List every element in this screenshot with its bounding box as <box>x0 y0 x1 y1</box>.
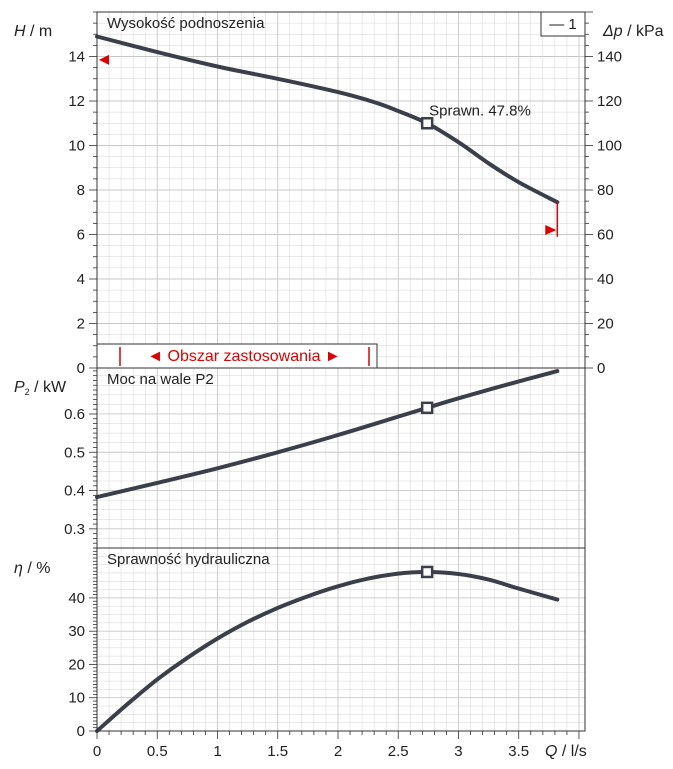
y-tick-label: 12 <box>68 93 85 110</box>
y2-axis-var: Δp <box>602 23 623 40</box>
panel-2-y-ticks: 0.3 0.4 0.5 0.6 P2 / kW <box>14 370 97 549</box>
y2-tick-label: 120 <box>597 93 622 110</box>
application-range-label: ◄ Obszar zastosowania ► <box>147 348 341 365</box>
x-axis-title: Q / l/s <box>545 743 587 760</box>
legend-entry: — 1 <box>549 16 577 33</box>
operating-point-marker <box>420 401 434 415</box>
x-tick-label: 1 <box>213 743 221 760</box>
panel-title: Sprawność hydrauliczna <box>107 551 270 568</box>
x-tick-label: 0.5 <box>147 743 168 760</box>
panel-3-grid <box>96 548 585 731</box>
panel-title: Moc na wale P2 <box>107 371 214 388</box>
y-tick-label: 6 <box>77 227 85 244</box>
x-tick-label: 2.5 <box>388 743 409 760</box>
x-axis-unit: / l/s <box>557 743 586 760</box>
x-tick-label: 3 <box>454 743 462 760</box>
y-axis-unit: / m <box>26 23 53 40</box>
y-tick-label: 0.4 <box>64 483 85 500</box>
y-axis-title: η / % <box>14 560 50 577</box>
y2-tick-label: 140 <box>597 49 622 66</box>
panel-title: Wysokość podnoszenia <box>107 15 265 32</box>
y-tick-label: 0.5 <box>64 444 85 461</box>
y-tick-label: 30 <box>68 623 85 640</box>
x-tick-label: 3.5 <box>508 743 529 760</box>
x-tick-label: 1.5 <box>267 743 288 760</box>
panel-3-y-ticks: 0 10 20 30 40 η / % <box>14 547 97 740</box>
legend-box <box>540 11 586 37</box>
range-start-marker <box>99 54 109 65</box>
y2-tick-label: 100 <box>597 138 622 155</box>
y-tick-label: 10 <box>68 138 85 155</box>
y-tick-label: 8 <box>77 182 85 199</box>
y-axis-unit: / kW <box>30 379 67 396</box>
y-axis-title: H / m <box>14 23 52 40</box>
y2-axis-title: Δp / kPa <box>602 23 664 40</box>
efficiency-label: Sprawn. 47.8% <box>429 102 531 119</box>
y-tick-label: 10 <box>68 690 85 707</box>
y-tick-label: 20 <box>68 656 85 673</box>
y-tick-label: 0.6 <box>64 406 85 423</box>
performance-curve <box>95 569 560 733</box>
y2-tick-label: 40 <box>597 271 614 288</box>
y-tick-label: 4 <box>77 271 85 288</box>
x-tick-label: 0 <box>93 743 101 760</box>
range-end-marker <box>545 225 557 236</box>
y-tick-label: 0 <box>77 723 85 740</box>
operating-point-marker <box>420 117 434 130</box>
legend: — 1 <box>540 11 586 37</box>
y-axis-var: P <box>14 379 25 396</box>
y-tick-label: 14 <box>68 49 85 66</box>
y2-tick-label: 20 <box>597 316 614 333</box>
panel-2-grid <box>96 368 585 548</box>
y-tick-label: 40 <box>68 590 85 607</box>
x-axis-var: Q <box>545 743 557 760</box>
panel-3-frame <box>96 547 586 732</box>
y-tick-label: 0.3 <box>64 521 85 538</box>
y-axis-unit: / % <box>23 560 51 577</box>
y2-axis-unit: / kPa <box>623 23 664 40</box>
y2-tick-label: 80 <box>597 182 614 199</box>
operating-point-marker <box>420 565 434 579</box>
x-tick-label: 2 <box>334 743 342 760</box>
y-tick-label: 2 <box>77 316 85 333</box>
y-tick-label: 0 <box>77 360 85 377</box>
y-axis-var: η <box>14 560 23 577</box>
y-axis-title: P2 / kW <box>14 379 67 397</box>
panel-1-grid <box>96 12 585 368</box>
application-range-box <box>96 343 378 369</box>
y-axis-var: H <box>14 23 26 40</box>
y-axis-subscript: 2 <box>25 387 30 397</box>
performance-curve <box>95 369 560 500</box>
performance-curve <box>95 34 560 205</box>
application-range: ◄ Obszar zastosowania ► <box>96 343 378 369</box>
y2-tick-label: 0 <box>597 360 605 377</box>
x-axis: 0 0.5 1 1.5 2 2.5 3 3.5 Q / l/s <box>93 731 587 760</box>
y2-tick-label: 60 <box>597 227 614 244</box>
